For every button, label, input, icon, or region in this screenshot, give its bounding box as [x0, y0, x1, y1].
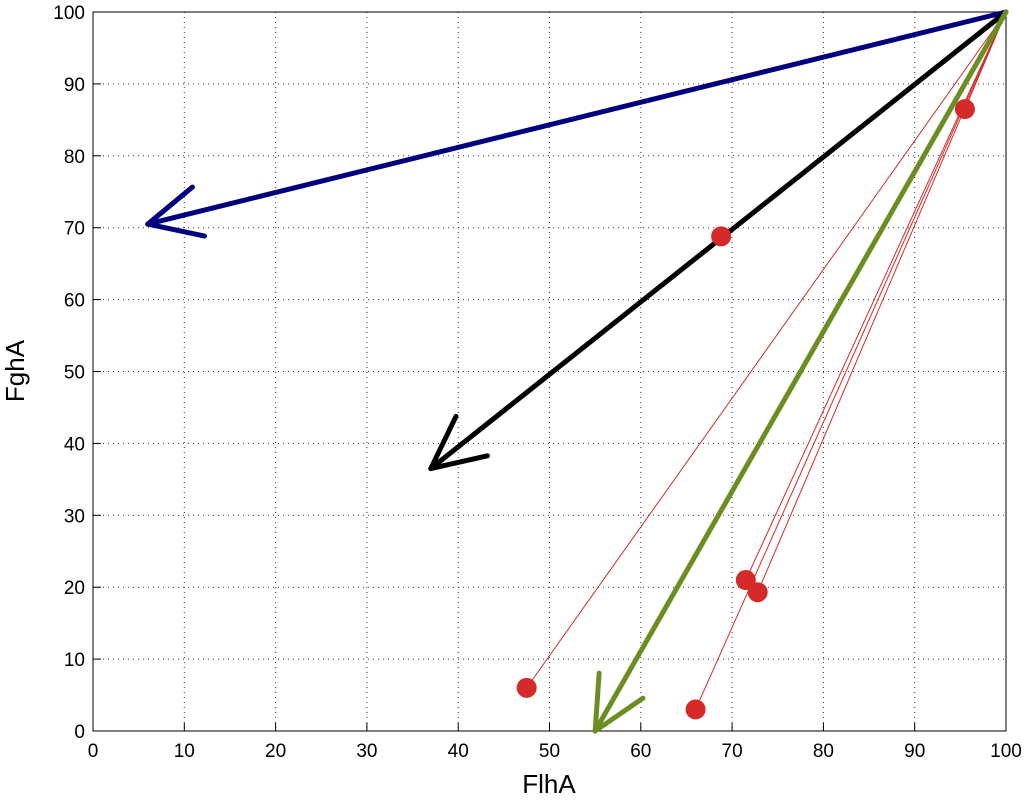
point-line — [526, 11, 1007, 689]
point-line — [745, 11, 1007, 581]
x-tick-label: 30 — [356, 741, 377, 762]
x-tick-label: 0 — [88, 741, 99, 762]
y-tick-label: 60 — [64, 291, 85, 312]
y-tick-label: 30 — [64, 506, 85, 527]
x-tick-label: 70 — [722, 741, 743, 762]
x-tick-label: 20 — [265, 741, 286, 762]
y-tick-label: 40 — [64, 434, 85, 455]
y-tick-label: 50 — [64, 363, 85, 384]
x-tick-label: 10 — [174, 741, 195, 762]
point — [516, 677, 537, 698]
x-tick-label: 50 — [539, 741, 560, 762]
y-axis-label: FghA — [0, 339, 30, 402]
x-tick-label: 40 — [448, 741, 469, 762]
point-line — [695, 11, 1007, 710]
y-tick-label: 10 — [64, 650, 85, 671]
x-axis-label: FlhA — [522, 769, 576, 799]
x-tick-label: 60 — [630, 741, 651, 762]
x-tick-label: 80 — [813, 741, 834, 762]
y-tick-label: 0 — [74, 722, 85, 743]
y-tick-label: 70 — [64, 219, 85, 240]
arrow-head — [428, 413, 459, 472]
arrow-head — [592, 670, 602, 734]
arrow-head — [592, 695, 646, 734]
arrow-head — [428, 453, 490, 472]
y-tick-label: 80 — [64, 147, 85, 168]
point — [954, 99, 975, 120]
y-tick-label: 20 — [64, 578, 85, 599]
arrow-head — [145, 184, 195, 227]
arrow-shaft — [145, 9, 1009, 227]
x-tick-label: 90 — [904, 741, 925, 762]
point — [747, 582, 768, 603]
arrow-shaft — [592, 9, 1009, 734]
point — [685, 699, 706, 720]
x-tick-label: 100 — [990, 741, 1022, 762]
point — [711, 226, 732, 247]
y-tick-label: 90 — [64, 75, 85, 96]
point-line — [757, 11, 1007, 593]
arrow-head — [145, 221, 208, 239]
y-tick-label: 100 — [53, 3, 85, 24]
plot-frame — [92, 11, 1007, 732]
